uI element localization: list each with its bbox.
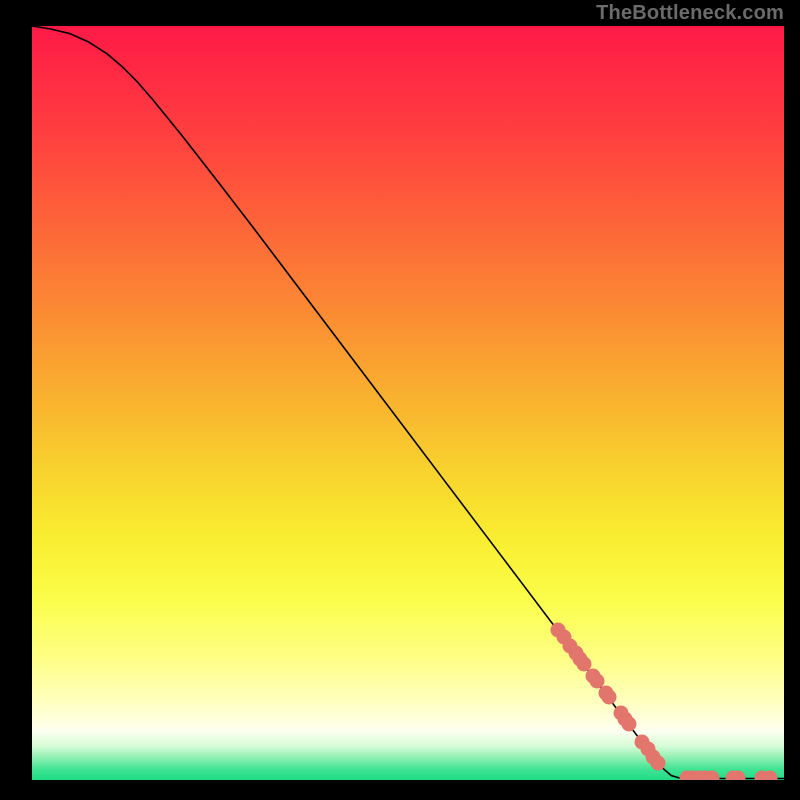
data-marker <box>651 756 666 771</box>
data-marker <box>763 771 778 780</box>
data-marker <box>601 690 616 705</box>
data-marker <box>731 771 746 780</box>
data-marker <box>622 717 637 732</box>
plot-area <box>32 26 784 780</box>
watermark-text: TheBottleneck.com <box>596 2 784 25</box>
curve-layer <box>32 26 784 780</box>
data-marker <box>704 771 719 780</box>
canvas: TheBottleneck.com <box>0 0 800 800</box>
bottleneck-curve <box>32 26 784 778</box>
